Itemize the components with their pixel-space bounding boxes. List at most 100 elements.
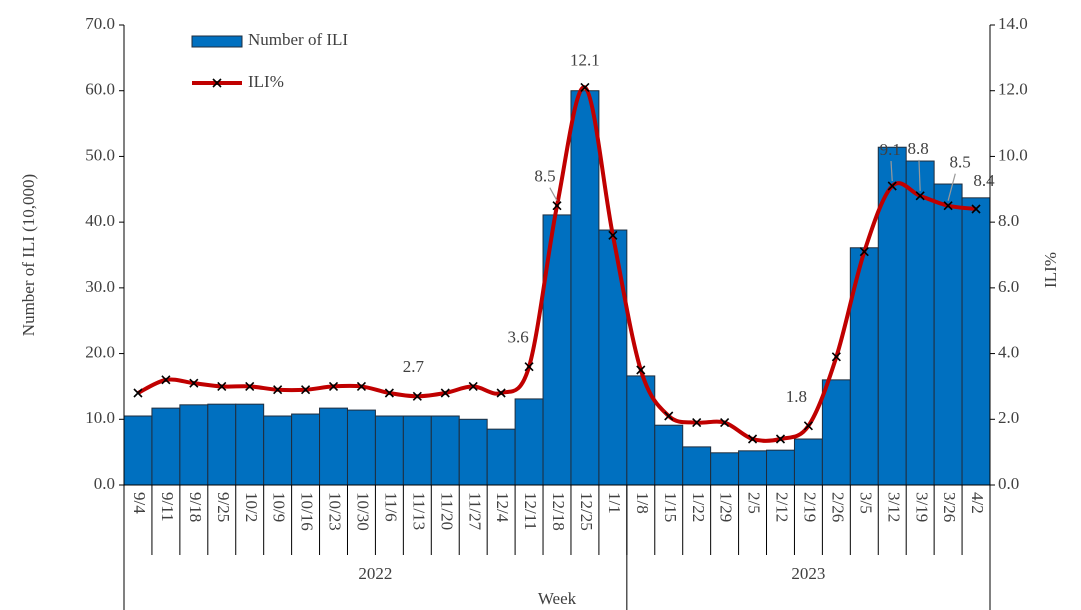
y2-tick-label: 8.0 <box>998 211 1019 230</box>
y-tick-label: 20.0 <box>85 342 115 361</box>
x-tick-label: 3/26 <box>940 492 959 522</box>
marker <box>636 365 646 375</box>
x-tick-label: 3/5 <box>856 492 875 514</box>
x-tick-label: 11/13 <box>409 492 428 530</box>
marker <box>133 388 143 398</box>
x-tick-label: 10/16 <box>298 492 317 531</box>
y2-tick-label: 6.0 <box>998 277 1019 296</box>
marker <box>189 378 199 388</box>
x-tick-label: 9/4 <box>130 492 149 514</box>
x-tick-label: 2/5 <box>745 492 764 514</box>
bar <box>514 398 544 486</box>
x-tick-label: 1/8 <box>633 492 652 514</box>
y2-tick-label: 4.0 <box>998 342 1019 361</box>
y-axis-title: Number of ILI (10,000) <box>19 174 38 336</box>
leader-line <box>918 159 921 191</box>
marker <box>245 381 255 391</box>
x-tick-label: 3/19 <box>912 492 931 522</box>
bar <box>402 415 432 486</box>
legend-swatch <box>191 35 243 48</box>
bar <box>207 403 237 486</box>
x-tick-label: 3/12 <box>884 492 903 522</box>
marker <box>831 352 841 362</box>
bar <box>179 404 209 486</box>
bar <box>710 452 740 486</box>
y-tick-label: 60.0 <box>85 80 115 99</box>
x-tick-label: 2/19 <box>801 492 820 522</box>
bar <box>654 424 684 486</box>
marker <box>412 391 422 401</box>
marker <box>161 375 171 385</box>
marker <box>664 411 674 421</box>
x-tick-label: 1/1 <box>605 492 624 514</box>
marker <box>217 381 227 391</box>
bar <box>570 90 600 486</box>
y-tick-label: 40.0 <box>85 211 115 230</box>
bar <box>486 428 516 486</box>
marker <box>468 381 478 391</box>
group-label: 2023 <box>791 564 825 583</box>
y-tick-label: 50.0 <box>85 145 115 164</box>
x-tick-label: 10/30 <box>354 492 373 531</box>
legend-label: ILI% <box>248 72 284 91</box>
marker <box>384 388 394 398</box>
marker <box>775 434 786 444</box>
y2-tick-label: 12.0 <box>998 80 1028 99</box>
y-tick-label: 30.0 <box>85 277 115 296</box>
leader-line <box>890 160 893 182</box>
leader-line <box>549 187 558 202</box>
marker <box>943 201 953 211</box>
y2-tick-label: 10.0 <box>998 145 1028 164</box>
x-tick-label: 2/26 <box>828 492 847 522</box>
y-tick-label: 10.0 <box>85 408 115 427</box>
x-tick-label: 9/11 <box>158 492 177 522</box>
x-tick-label: 12/25 <box>577 492 596 531</box>
marker <box>273 385 283 395</box>
x-tick-label: 9/18 <box>186 492 205 522</box>
x-tick-label: 12/4 <box>493 492 512 523</box>
x-tick-label: 11/20 <box>437 492 456 530</box>
marker <box>720 418 730 428</box>
marker <box>552 201 562 211</box>
value-label: 9.1 <box>880 140 901 159</box>
marker <box>692 418 702 428</box>
bar <box>933 183 963 486</box>
bar <box>961 197 991 486</box>
value-label: 12.1 <box>570 50 600 69</box>
x-tick-label: 11/27 <box>465 492 484 531</box>
x-tick-label: 10/9 <box>270 492 289 522</box>
value-label: 2.7 <box>403 357 425 376</box>
marker <box>301 385 311 395</box>
marker <box>356 381 367 391</box>
y2-axis-title: ILI% <box>1041 252 1060 288</box>
y-tick-label: 70.0 <box>85 14 115 33</box>
x-tick-label: 1/15 <box>661 492 680 522</box>
bar <box>291 413 321 486</box>
bar <box>598 229 628 486</box>
x-tick-label: 11/6 <box>381 492 400 522</box>
x-tick-label: 9/25 <box>214 492 233 522</box>
x-tick-label: 1/22 <box>689 492 708 522</box>
bar <box>430 415 460 486</box>
bar <box>738 450 768 486</box>
marker <box>440 388 450 398</box>
group-label: 2022 <box>358 564 392 583</box>
bar <box>319 407 348 486</box>
bar <box>346 409 376 486</box>
x-tick-label: 2/12 <box>773 492 792 522</box>
value-label: 8.8 <box>908 139 929 158</box>
marker <box>524 362 534 372</box>
x-tick-label: 4/2 <box>968 492 987 514</box>
x-tick-label: 12/18 <box>549 492 568 531</box>
legend-label: Number of ILI <box>248 30 348 49</box>
bar <box>263 415 293 486</box>
bar <box>123 415 153 486</box>
bar <box>793 438 823 486</box>
bar <box>151 407 181 486</box>
marker <box>971 204 981 214</box>
value-label: 1.8 <box>786 387 807 406</box>
marker <box>747 434 758 444</box>
value-label: 8.4 <box>973 171 995 190</box>
y2-tick-label: 14.0 <box>998 14 1028 33</box>
